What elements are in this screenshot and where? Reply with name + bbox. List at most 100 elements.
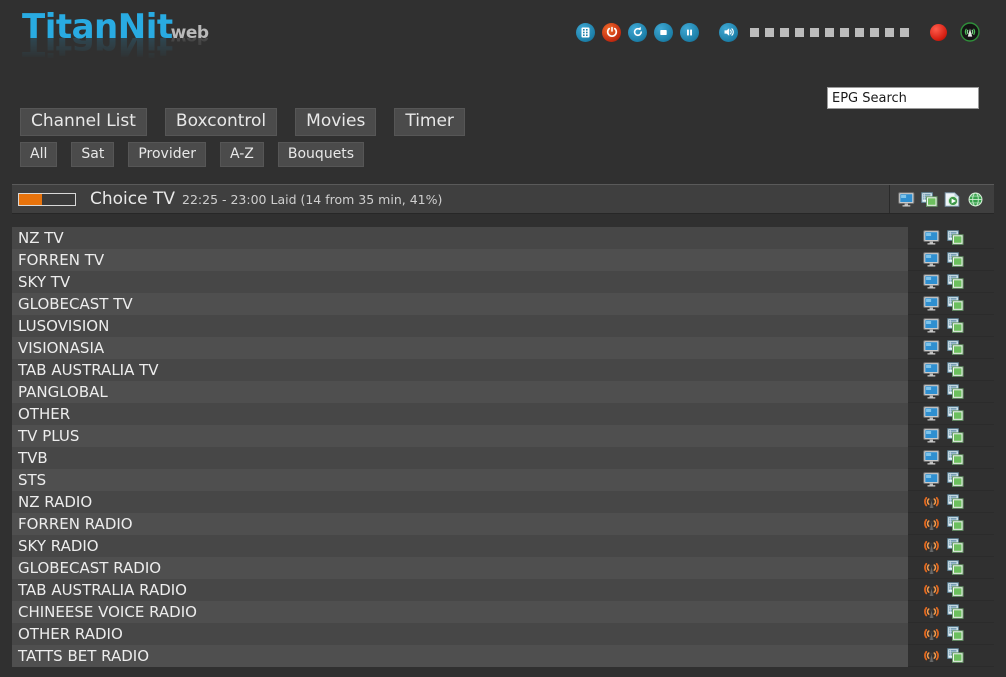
channel-name[interactable]: STS [12, 468, 908, 491]
radio-antenna-icon[interactable] [923, 582, 940, 597]
cascade-icon[interactable] [947, 428, 964, 443]
globe-icon[interactable] [967, 192, 984, 207]
power-icon[interactable] [602, 22, 621, 42]
channel-name[interactable]: OTHER RADIO [12, 622, 908, 645]
subtab-az[interactable]: A-Z [219, 142, 264, 168]
channel-row[interactable]: FORREN RADIO [12, 512, 994, 535]
radio-antenna-icon[interactable] [923, 538, 940, 553]
channel-name[interactable]: CHINEESE VOICE RADIO [12, 600, 908, 623]
cascade-icon[interactable] [947, 494, 964, 509]
channel-name[interactable]: NZ TV [12, 226, 908, 249]
channel-name[interactable]: VISIONASIA [12, 336, 908, 359]
tv-screen-icon[interactable] [923, 428, 940, 443]
tv-screen-icon[interactable] [923, 340, 940, 355]
cascade-icon[interactable] [947, 362, 964, 377]
tv-screen-icon[interactable] [923, 318, 940, 333]
subtab-bouquets[interactable]: Bouquets [277, 142, 365, 168]
volume-step[interactable] [765, 27, 774, 37]
subtab-provider[interactable]: Provider [128, 142, 206, 168]
channel-name[interactable]: FORREN RADIO [12, 512, 908, 535]
channel-name[interactable]: GLOBECAST TV [12, 292, 908, 315]
cascade-icon[interactable] [947, 626, 964, 641]
channel-name[interactable]: TV PLUS [12, 424, 908, 447]
channel-row[interactable]: TVB [12, 446, 994, 469]
channel-row[interactable]: OTHER [12, 402, 994, 425]
tab-timer[interactable]: Timer [394, 108, 465, 137]
radio-antenna-icon[interactable] [923, 626, 940, 641]
radio-antenna-icon[interactable] [923, 648, 940, 663]
volume-step[interactable] [810, 27, 819, 37]
channel-row[interactable]: OTHER RADIO [12, 622, 994, 645]
radio-antenna-icon[interactable] [923, 516, 940, 531]
channel-row[interactable]: SKY RADIO [12, 534, 994, 557]
epg-search-input[interactable] [827, 87, 979, 109]
channel-row[interactable]: VISIONASIA [12, 336, 994, 359]
channel-name[interactable]: LUSOVISION [12, 314, 908, 337]
channel-name[interactable]: SKY RADIO [12, 534, 908, 557]
tv-screen-icon[interactable] [923, 472, 940, 487]
channel-row[interactable]: LUSOVISION [12, 314, 994, 337]
volume-step[interactable] [825, 27, 834, 37]
channel-row[interactable]: FORREN TV [12, 248, 994, 271]
tv-screen-icon[interactable] [923, 362, 940, 377]
tv-screen-icon[interactable] [923, 384, 940, 399]
cascade-icon[interactable] [947, 274, 964, 289]
channel-name[interactable]: TVB [12, 446, 908, 469]
volume-step[interactable] [780, 27, 789, 37]
cascade-icon[interactable] [947, 648, 964, 663]
cascade-icon[interactable] [921, 191, 938, 207]
channel-row[interactable]: SKY TV [12, 270, 994, 293]
refresh-icon[interactable] [628, 22, 647, 42]
cascade-icon[interactable] [947, 516, 964, 531]
signal-antenna-icon[interactable] [960, 22, 980, 42]
channel-row[interactable]: TV PLUS [12, 424, 994, 447]
channel-row[interactable]: CHINEESE VOICE RADIO [12, 600, 994, 623]
cascade-icon[interactable] [947, 604, 964, 619]
cascade-icon[interactable] [947, 296, 964, 311]
record-dot-icon[interactable] [930, 23, 947, 41]
volume-level-indicator[interactable] [750, 27, 909, 37]
channel-name[interactable]: FORREN TV [12, 248, 908, 271]
volume-step[interactable] [840, 27, 849, 37]
radio-antenna-icon[interactable] [923, 560, 940, 575]
cascade-icon[interactable] [947, 472, 964, 487]
channel-name[interactable]: NZ RADIO [12, 490, 908, 513]
channel-row[interactable]: NZ TV [12, 226, 994, 249]
cascade-icon[interactable] [947, 406, 964, 421]
cascade-icon[interactable] [947, 318, 964, 333]
channel-row[interactable]: TAB AUSTRALIA RADIO [12, 578, 994, 601]
volume-icon[interactable] [719, 22, 738, 42]
channel-name[interactable]: TATTS BET RADIO [12, 644, 908, 667]
channel-row[interactable]: PANGLOBAL [12, 380, 994, 403]
media-play-icon[interactable] [944, 191, 961, 207]
channel-name[interactable]: OTHER [12, 402, 908, 425]
tv-screen-icon[interactable] [923, 406, 940, 421]
channel-name[interactable]: SKY TV [12, 270, 908, 293]
cascade-icon[interactable] [947, 230, 964, 245]
volume-step[interactable] [855, 27, 864, 37]
channel-row[interactable]: TATTS BET RADIO [12, 644, 994, 667]
tv-screen-icon[interactable] [898, 191, 915, 207]
tv-screen-icon[interactable] [923, 230, 940, 245]
channel-name[interactable]: GLOBECAST RADIO [12, 556, 908, 579]
volume-step[interactable] [885, 27, 894, 37]
keypad-icon[interactable] [576, 22, 595, 42]
tv-screen-icon[interactable] [923, 252, 940, 267]
cascade-icon[interactable] [947, 340, 964, 355]
volume-step[interactable] [870, 27, 879, 37]
tab-movies[interactable]: Movies [295, 108, 377, 137]
channel-row[interactable]: TAB AUSTRALIA TV [12, 358, 994, 381]
channel-name[interactable]: PANGLOBAL [12, 380, 908, 403]
cascade-icon[interactable] [947, 538, 964, 553]
channel-row[interactable]: GLOBECAST TV [12, 292, 994, 315]
pause-icon[interactable] [680, 22, 699, 42]
cascade-icon[interactable] [947, 252, 964, 267]
channel-row[interactable]: GLOBECAST RADIO [12, 556, 994, 579]
stop-icon[interactable] [654, 22, 673, 42]
radio-antenna-icon[interactable] [923, 494, 940, 509]
channel-row[interactable]: STS [12, 468, 994, 491]
radio-antenna-icon[interactable] [923, 604, 940, 619]
volume-step[interactable] [900, 27, 909, 37]
tv-screen-icon[interactable] [923, 296, 940, 311]
cascade-icon[interactable] [947, 384, 964, 399]
